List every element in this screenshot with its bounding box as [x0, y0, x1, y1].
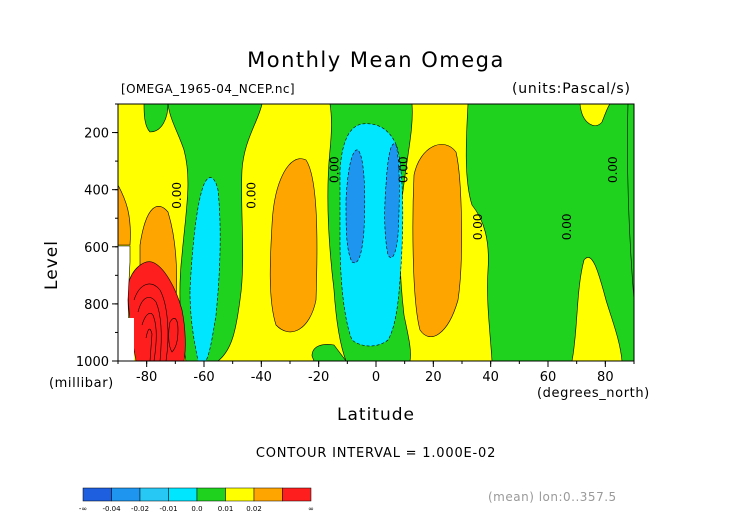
field-positive-moderate	[269, 158, 318, 333]
chart-title: Monthly Mean Omega	[247, 48, 505, 72]
colorbar-swatch	[282, 487, 312, 502]
field-negative-moderate	[384, 143, 400, 258]
field-positive-moderate	[412, 144, 462, 337]
field-positive-moderate	[117, 184, 131, 246]
y-axis-label: Level	[41, 240, 62, 290]
plot-area	[117, 103, 635, 362]
contour-label: 0.00	[170, 182, 184, 209]
y-tick-label: 600	[84, 241, 109, 256]
field-zero	[465, 103, 635, 362]
x-axis-unit: (degrees_north)	[537, 386, 650, 401]
y-tick-label: 1000	[76, 355, 109, 370]
x-axis-label: Latitude	[337, 405, 415, 425]
field-zero	[143, 103, 169, 133]
colorbar-label: -∞	[79, 505, 87, 513]
contour-label: 0.00	[471, 213, 485, 240]
colorbar-label: -0.04	[102, 505, 121, 513]
colorbar-swatch	[111, 487, 141, 502]
colorbar-label: 0.02	[246, 505, 262, 513]
y-tick-label: 200	[84, 127, 109, 142]
colorbar-label: 0.0	[191, 505, 202, 513]
x-tick-label: 40	[482, 370, 499, 385]
field-zero	[311, 344, 347, 362]
x-tick-label: -80	[136, 370, 157, 385]
y-tick-label: 400	[84, 184, 109, 199]
y-tick-label: 800	[84, 298, 109, 313]
colorbar-swatch	[82, 487, 112, 502]
colorbar-swatch	[139, 487, 169, 502]
colorbar-swatch	[168, 487, 198, 502]
contour-label: 0.00	[245, 182, 259, 209]
colorbar-label: ∞	[308, 505, 314, 513]
x-tick-label: 60	[540, 370, 557, 385]
colorbar-swatch	[196, 487, 226, 502]
contour-label: 0.00	[560, 213, 574, 240]
x-tick-label: 20	[425, 370, 442, 385]
units-label: (units:Pascal/s)	[512, 81, 631, 97]
contour-label: 0.00	[606, 156, 620, 183]
colorbar-label: 0.01	[218, 505, 234, 513]
colorbar-swatch	[225, 487, 255, 502]
y-axis-unit: (millibar)	[49, 376, 114, 391]
colorbar-label: -0.01	[159, 505, 177, 513]
x-tick-label: 0	[372, 370, 380, 385]
x-tick-label: 80	[597, 370, 614, 385]
x-tick-label: -20	[308, 370, 329, 385]
mean-note: (mean) lon:0..357.5	[488, 490, 617, 504]
contour-lines	[133, 283, 179, 362]
missing-data-mask	[118, 318, 134, 361]
field-negative-moderate	[345, 149, 366, 264]
colorbar-label: -0.02	[131, 505, 149, 513]
field-negative-weak	[189, 177, 221, 362]
file-name-label: [OMEGA_1965-04_NCEP.nc]	[121, 82, 295, 96]
x-tick-label: -40	[251, 370, 272, 385]
contour-label: 0.00	[328, 156, 342, 183]
x-tick-label: -60	[193, 370, 214, 385]
colorbar-swatch	[253, 487, 283, 502]
contour-label: 0.00	[397, 156, 411, 183]
contour-interval-label: CONTOUR INTERVAL = 1.000E-02	[255, 446, 497, 461]
